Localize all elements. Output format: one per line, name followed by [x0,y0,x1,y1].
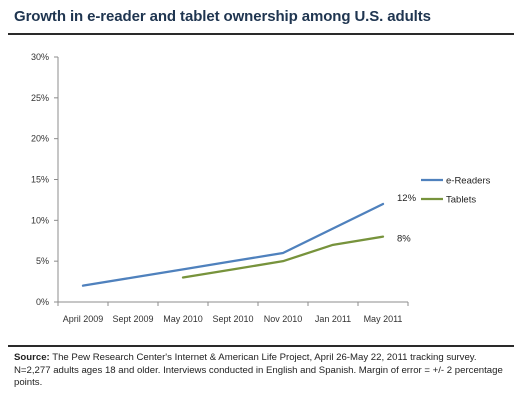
x-tick-label: May 2011 [364,314,403,324]
x-tick-label: Jan 2011 [315,314,351,324]
y-tick-label: 0% [36,297,49,307]
legend: e-Readers Tablets [421,176,491,206]
x-tick-label: Sept 2009 [112,314,153,324]
y-tick-label: 15% [31,175,49,185]
legend-label: e-Readers [446,176,491,187]
data-labels: 12% 8% [397,193,417,245]
source-text: The Pew Research Center's Internet & Ame… [14,352,503,388]
x-tick-label: Nov 2010 [264,314,303,324]
chart-title: Growth in e-reader and tablet ownership … [14,8,431,25]
x-tick-label: May 2010 [163,314,203,324]
series-line-e-readers [81,202,385,287]
series-lines [81,202,385,287]
line-chart: 0% 5% 10% 15% 20% 25% 30% April 2009 Sept 2009 M… [31,52,491,324]
y-tick-label: 25% [31,93,49,103]
source-divider [8,345,514,347]
x-axis-ticks: April 2009 Sept 2009 May 2010 Sept 2010 Nov … [57,302,409,324]
series-line-tablets [181,235,385,279]
y-axis-ticks: 0% 5% 10% 15% 20% 25% 30% [31,52,58,307]
y-tick-label: 30% [31,52,49,62]
y-tick-label: 20% [31,134,49,144]
x-tick-label: April 2009 [63,314,104,324]
end-value-label: 8% [397,234,411,245]
legend-label: Tablets [446,195,476,206]
end-value-label: 12% [397,193,417,204]
source-note: Source: The Pew Research Center's Intern… [14,352,514,390]
y-tick-label: 5% [36,256,49,266]
title-divider [8,33,514,35]
x-tick-label: Sept 2010 [212,314,253,324]
y-tick-label: 10% [31,215,49,225]
chart-axes [57,57,408,303]
source-label: Source: [14,352,50,363]
